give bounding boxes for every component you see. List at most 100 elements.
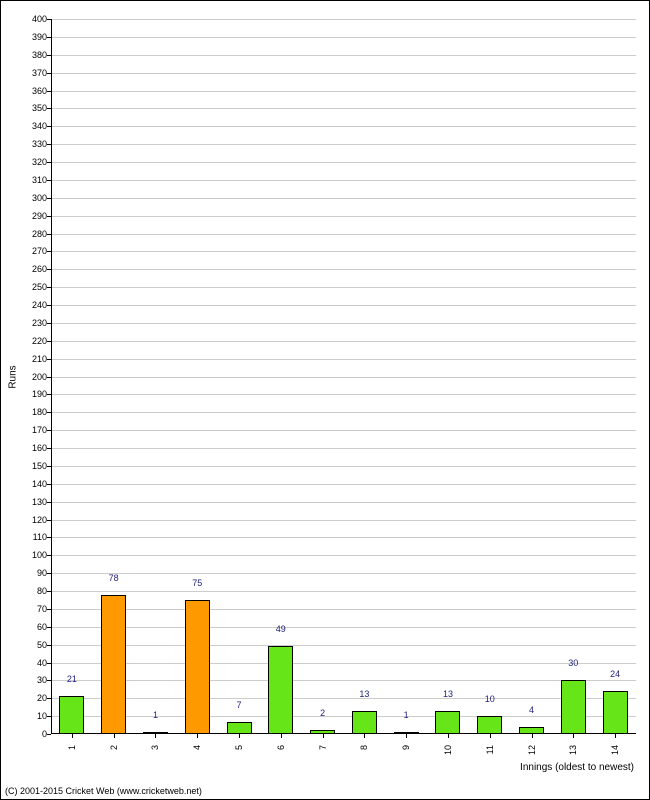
gridline xyxy=(51,573,636,574)
ytick-label: 310 xyxy=(32,175,51,185)
gridline xyxy=(51,305,636,306)
gridline xyxy=(51,430,636,431)
xtick-label: 13 xyxy=(568,745,578,755)
gridline xyxy=(51,234,636,235)
gridline xyxy=(51,91,636,92)
y-axis-label: Runs xyxy=(8,365,19,388)
gridline xyxy=(51,716,636,717)
ytick-label: 330 xyxy=(32,139,51,149)
xtick-mark xyxy=(281,734,282,738)
ytick-label: 300 xyxy=(32,193,51,203)
ytick-label: 10 xyxy=(37,711,51,721)
bar-value-label: 75 xyxy=(192,578,202,588)
ytick-label: 380 xyxy=(32,50,51,60)
ytick-label: 280 xyxy=(32,229,51,239)
xtick-mark xyxy=(239,734,240,738)
gridline xyxy=(51,484,636,485)
gridline xyxy=(51,412,636,413)
gridline xyxy=(51,251,636,252)
gridline xyxy=(51,394,636,395)
gridline xyxy=(51,269,636,270)
copyright-text: (C) 2001-2015 Cricket Web (www.cricketwe… xyxy=(5,786,202,796)
bar xyxy=(561,680,586,734)
xtick-mark xyxy=(615,734,616,738)
ytick-label: 70 xyxy=(37,604,51,614)
gridline xyxy=(51,287,636,288)
gridline xyxy=(51,537,636,538)
bar-value-label: 13 xyxy=(443,689,453,699)
ytick-label: 220 xyxy=(32,336,51,346)
ytick-label: 170 xyxy=(32,425,51,435)
ytick-label: 340 xyxy=(32,121,51,131)
bar xyxy=(59,696,84,734)
ytick-label: 350 xyxy=(32,103,51,113)
ytick-label: 260 xyxy=(32,264,51,274)
gridline xyxy=(51,162,636,163)
gridline xyxy=(51,520,636,521)
gridline xyxy=(51,55,636,56)
y-axis-line xyxy=(51,19,52,734)
gridline xyxy=(51,645,636,646)
gridline xyxy=(51,377,636,378)
bar xyxy=(227,722,252,735)
xtick-mark xyxy=(155,734,156,738)
gridline xyxy=(51,609,636,610)
bar-value-label: 10 xyxy=(485,694,495,704)
xtick-label: 8 xyxy=(359,745,369,750)
gridline xyxy=(51,466,636,467)
xtick-mark xyxy=(490,734,491,738)
xtick-mark xyxy=(406,734,407,738)
bar-value-label: 1 xyxy=(404,710,409,720)
gridline xyxy=(51,323,636,324)
bar-value-label: 24 xyxy=(610,669,620,679)
bar xyxy=(435,711,460,734)
xtick-label: 4 xyxy=(192,745,202,750)
gridline xyxy=(51,341,636,342)
x-axis-label: Innings (oldest to newest) xyxy=(520,762,634,773)
gridline xyxy=(51,126,636,127)
bar-value-label: 13 xyxy=(359,689,369,699)
xtick-label: 12 xyxy=(527,745,537,755)
gridline xyxy=(51,198,636,199)
ytick-label: 60 xyxy=(37,622,51,632)
bar-value-label: 49 xyxy=(276,624,286,634)
gridline xyxy=(51,216,636,217)
ytick-label: 360 xyxy=(32,86,51,96)
xtick-mark xyxy=(72,734,73,738)
ytick-label: 250 xyxy=(32,282,51,292)
gridline xyxy=(51,108,636,109)
bar-value-label: 4 xyxy=(529,705,534,715)
ytick-label: 120 xyxy=(32,515,51,525)
ytick-label: 230 xyxy=(32,318,51,328)
bar xyxy=(185,600,210,734)
ytick-label: 40 xyxy=(37,658,51,668)
ytick-label: 100 xyxy=(32,550,51,560)
gridline xyxy=(51,448,636,449)
gridline xyxy=(51,359,636,360)
bar xyxy=(603,691,628,734)
bar xyxy=(519,727,544,734)
chart-frame: 0102030405060708090100110120130140150160… xyxy=(0,0,650,800)
ytick-label: 150 xyxy=(32,461,51,471)
ytick-label: 240 xyxy=(32,300,51,310)
ytick-label: 200 xyxy=(32,372,51,382)
bar-value-label: 21 xyxy=(67,674,77,684)
xtick-label: 5 xyxy=(234,745,244,750)
ytick-label: 130 xyxy=(32,497,51,507)
ytick-label: 290 xyxy=(32,211,51,221)
bar xyxy=(268,646,293,734)
ytick-label: 320 xyxy=(32,157,51,167)
gridline xyxy=(51,627,636,628)
bar xyxy=(477,716,502,734)
gridline xyxy=(51,698,636,699)
xtick-label: 14 xyxy=(610,745,620,755)
ytick-label: 390 xyxy=(32,32,51,42)
ytick-label: 140 xyxy=(32,479,51,489)
xtick-label: 7 xyxy=(318,745,328,750)
xtick-mark xyxy=(532,734,533,738)
ytick-label: 210 xyxy=(32,354,51,364)
plot-area: 0102030405060708090100110120130140150160… xyxy=(51,19,636,734)
gridline xyxy=(51,73,636,74)
gridline xyxy=(51,591,636,592)
gridline xyxy=(51,680,636,681)
